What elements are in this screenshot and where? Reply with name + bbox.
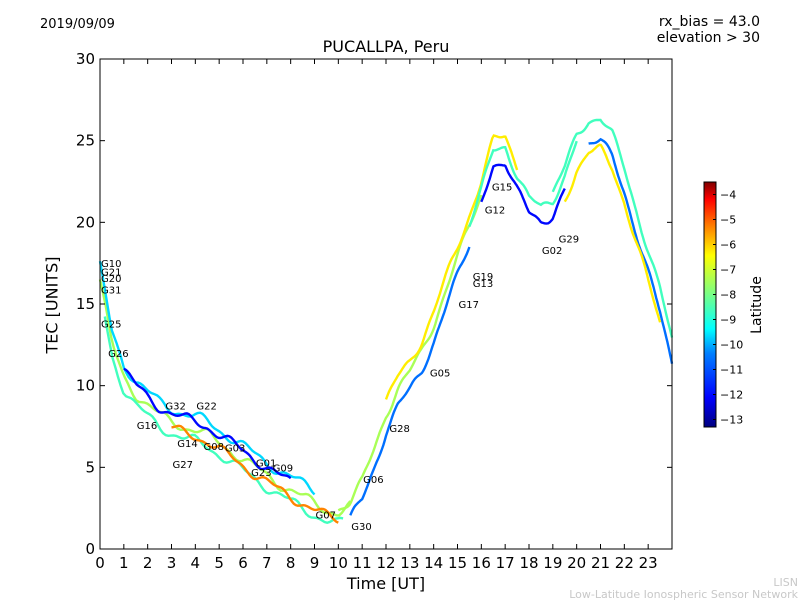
satellite-label: G06 <box>363 475 383 486</box>
series-line <box>588 137 674 364</box>
y-tick-label: 5 <box>85 458 95 476</box>
x-tick-label: 16 <box>472 554 491 572</box>
x-tick-label: 3 <box>167 554 177 572</box>
x-tick-label: 18 <box>519 554 538 572</box>
y-tick-label: 0 <box>85 540 95 558</box>
x-tick-label: 11 <box>353 554 372 572</box>
x-tick-label: 4 <box>191 554 201 572</box>
satellite-label: G13 <box>473 279 493 290</box>
x-tick-label: 21 <box>591 554 610 572</box>
rx-bias-label: rx_bias = 43.0 <box>658 14 760 30</box>
y-tick-label: 25 <box>76 132 95 150</box>
x-tick-label: 22 <box>615 554 634 572</box>
satellite-label: G01 <box>256 458 276 469</box>
satellite-label: G02 <box>542 246 562 257</box>
x-tick-label: 9 <box>310 554 320 572</box>
credit-short: LISN <box>773 576 798 589</box>
colorbar-tick-label: −11 <box>720 364 743 377</box>
series-line <box>563 143 662 323</box>
x-tick-label: 20 <box>567 554 586 572</box>
colorbar-tick-label: −8 <box>720 289 736 302</box>
satellite-label: G22 <box>196 401 216 412</box>
satellite-label: G15 <box>492 182 512 193</box>
colorbar-tick-label: −5 <box>720 214 736 227</box>
satellite-label: G20 <box>101 274 121 285</box>
satellite-label: G30 <box>351 522 371 533</box>
y-tick-label: 30 <box>76 50 95 68</box>
x-tick-label: 8 <box>286 554 296 572</box>
series-line <box>337 194 483 512</box>
satellite-label: G07 <box>316 511 336 522</box>
colorbar-tick-label: −12 <box>720 389 743 402</box>
satellite-label: G10 <box>101 259 121 270</box>
series-line <box>384 134 519 400</box>
x-tick-label: 1 <box>119 554 129 572</box>
x-tick-label: 5 <box>214 554 224 572</box>
colorbar-tick-label: −4 <box>720 189 736 202</box>
series-line <box>551 118 674 338</box>
satellite-label: G29 <box>559 235 579 246</box>
colorbar-tick-label: −7 <box>720 264 736 277</box>
satellite-label: G23 <box>251 468 271 479</box>
colorbar-tick-label: −6 <box>720 239 736 252</box>
satellite-label: G05 <box>430 369 450 380</box>
series-line <box>468 140 578 228</box>
y-tick-label: 10 <box>76 377 95 395</box>
chart-title: PUCALLPA, Peru <box>322 37 450 56</box>
colorbar-tick-label: −13 <box>720 414 743 427</box>
date-label: 2019/09/09 <box>40 17 115 32</box>
credit-long: Low-Latitude Ionospheric Sensor Network <box>569 588 798 601</box>
series-line <box>123 367 292 480</box>
series-line <box>171 424 339 524</box>
x-tick-label: 14 <box>424 554 443 572</box>
satellite-label: G14 <box>177 439 197 450</box>
colorbar-tick-label: −10 <box>720 339 743 352</box>
satellite-label: G27 <box>173 460 193 471</box>
satellite-label: G26 <box>108 349 128 360</box>
x-tick-label: 12 <box>376 554 395 572</box>
satellite-label: G32 <box>165 401 185 412</box>
x-tick-label: 2 <box>143 554 153 572</box>
x-tick-label: 7 <box>262 554 272 572</box>
satellite-label: G28 <box>389 424 409 435</box>
satellite-label: G03 <box>225 444 245 455</box>
x-tick-label: 0 <box>95 554 105 572</box>
satellite-label: G16 <box>137 421 157 432</box>
elevation-label: elevation > 30 <box>656 30 760 46</box>
satellite-label: G09 <box>273 463 293 474</box>
colorbar-tick-label: −9 <box>720 314 736 327</box>
satellite-label: G19 <box>473 272 493 283</box>
x-axis-label: Time [UT] <box>346 574 426 593</box>
y-tick-label: 15 <box>76 295 95 313</box>
x-tick-label: 15 <box>448 554 467 572</box>
satellite-label: G12 <box>485 205 505 216</box>
x-tick-label: 13 <box>400 554 419 572</box>
series-line <box>349 246 471 516</box>
x-tick-label: 17 <box>496 554 515 572</box>
satellite-label: G17 <box>459 300 479 311</box>
plot-frame <box>99 58 673 550</box>
x-tick-label: 23 <box>639 554 658 572</box>
x-tick-label: 19 <box>543 554 562 572</box>
series-line <box>98 279 352 517</box>
series-line <box>103 316 344 525</box>
x-tick-label: 10 <box>329 554 348 572</box>
y-tick-label: 20 <box>76 213 95 231</box>
satellite-label: G25 <box>101 320 121 331</box>
x-tick-label: 6 <box>238 554 248 572</box>
satellite-label: G21 <box>101 267 121 278</box>
series-line <box>480 163 566 225</box>
colorbar <box>703 181 717 428</box>
satellite-label: G31 <box>101 285 121 296</box>
satellite-label: G08 <box>203 442 223 453</box>
